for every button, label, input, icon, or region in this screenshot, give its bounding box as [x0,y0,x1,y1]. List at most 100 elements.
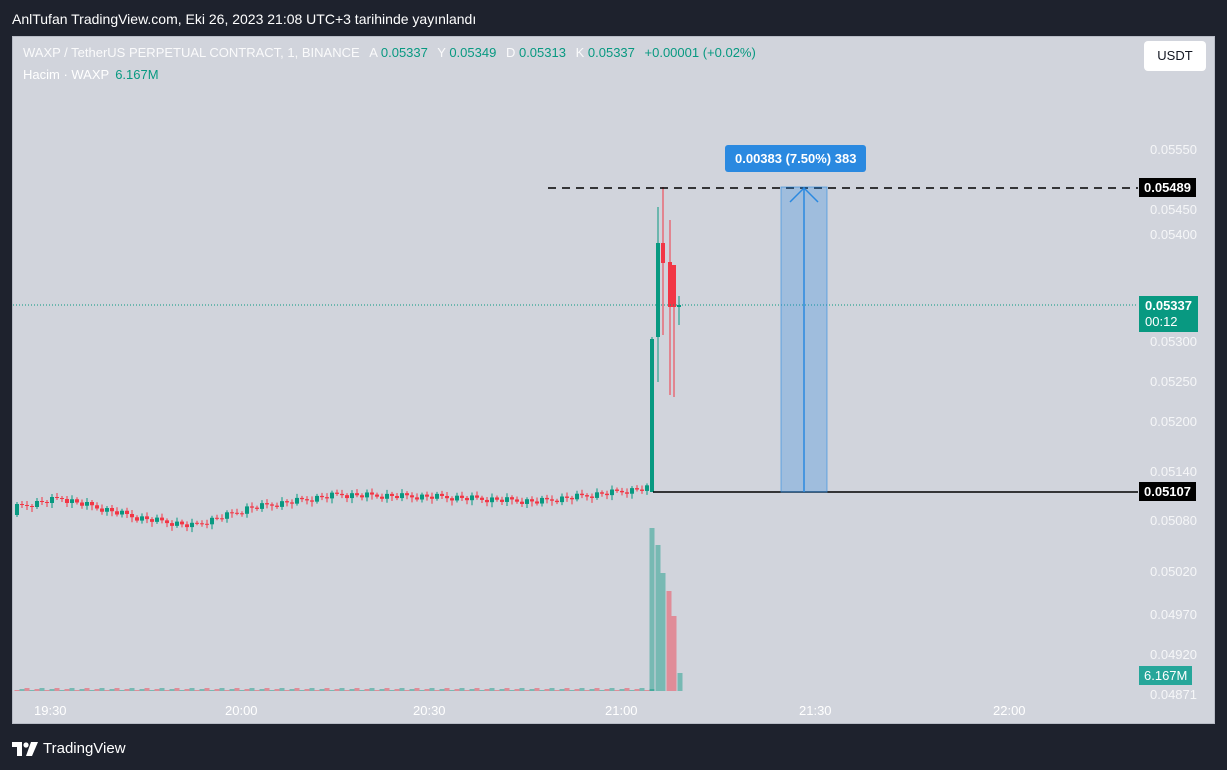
candle [185,524,189,528]
volume-bar [34,689,40,691]
big-candle-2 [656,243,660,337]
volume-bar [284,690,290,691]
candle [180,521,184,525]
low-value: 0.05313 [518,45,566,60]
candle [105,508,109,512]
candle [225,512,229,519]
low-label: D [505,45,516,60]
volume-bar [189,688,195,691]
candle [560,496,564,503]
volume-bar [174,688,180,691]
volume-bar [444,688,450,691]
price-axis-label: 0.05400 [1150,227,1197,242]
volume-bar [354,688,360,691]
volume-bar [349,689,355,691]
volume-bar [634,689,640,691]
candle [525,499,529,504]
candle [555,500,559,503]
volume-legend: Hacim · WAXP 6.167M [23,67,159,82]
measure-tooltip: 0.00383 (7.50%) 383 [725,145,867,172]
price-axis-label: 0.05140 [1150,464,1197,479]
time-axis-label: 19:30 [34,703,67,718]
volume-bar [514,689,520,691]
candle [635,488,639,490]
candle [430,496,434,499]
candle [120,510,124,515]
candle [220,518,224,520]
candle [615,489,619,491]
candle [595,492,599,498]
volume-bar [554,690,560,691]
volume-bar [124,689,130,691]
volume-bar [429,688,435,691]
candle [395,495,399,499]
volume-bar [509,690,515,691]
volume-bar [569,690,575,691]
candle [355,493,359,496]
volume-bar [234,688,240,691]
volume-bar [139,689,145,691]
volume-bar [479,690,485,691]
volume-bar [14,690,20,691]
candle [550,499,554,501]
volume-bar [504,688,510,691]
candle [605,493,609,496]
symbol-name: WAXP / TetherUS PERPETUAL CONTRACT, 1, B… [23,45,360,60]
volume-bar [666,591,672,691]
measure-arrow-head [789,186,819,203]
currency-button[interactable]: USDT [1144,41,1206,71]
volume-bar [539,690,545,691]
candle [110,508,114,512]
price-axis-label: 0.05250 [1150,374,1197,389]
high-label: Y [437,45,446,60]
upper-line-tag: 0.05489 [1139,178,1196,197]
big-candle-1 [650,339,654,492]
volume-bar [169,689,175,691]
candle [270,504,274,506]
volume-bar [289,689,295,691]
candle [125,510,129,514]
volume-bar [269,690,275,691]
candle [115,511,119,515]
chart-area[interactable]: WAXP / TetherUS PERPETUAL CONTRACT, 1, B… [12,36,1215,724]
candle [290,502,294,504]
candle [390,493,394,496]
volume-bar [439,689,445,691]
volume-bar [109,689,115,691]
volume-bar [329,690,335,691]
candle [350,493,354,499]
candle [330,492,334,499]
volume-bar [29,690,35,691]
candle [365,492,369,498]
volume-bar [179,690,185,691]
volume-bar [619,689,625,691]
volume-bar [69,688,75,691]
candle [305,499,309,501]
candle [420,494,424,500]
volume-bar [404,690,410,691]
candle [600,492,604,494]
volume-bar [279,688,285,691]
candle [80,502,84,506]
volume-bar [359,690,365,691]
volume-bar [649,689,655,691]
tradingview-logo[interactable]: TradingView [12,740,126,757]
volume-bar [559,689,565,691]
footer: TradingView [0,730,1227,770]
volume-bar [119,690,125,691]
candle [360,495,364,498]
big-candle-5 [672,265,676,307]
volume-bar [419,690,425,691]
candle [150,519,154,522]
candle [530,499,534,502]
candle [35,501,39,507]
candle [20,504,24,505]
candle [45,502,49,503]
volume-bar [594,688,600,691]
price-chart[interactable] [13,37,1215,724]
high-value: 0.05349 [449,45,497,60]
volume-bar [164,690,170,691]
candle [450,498,454,501]
candle [425,494,429,497]
volume-bar [299,690,305,691]
